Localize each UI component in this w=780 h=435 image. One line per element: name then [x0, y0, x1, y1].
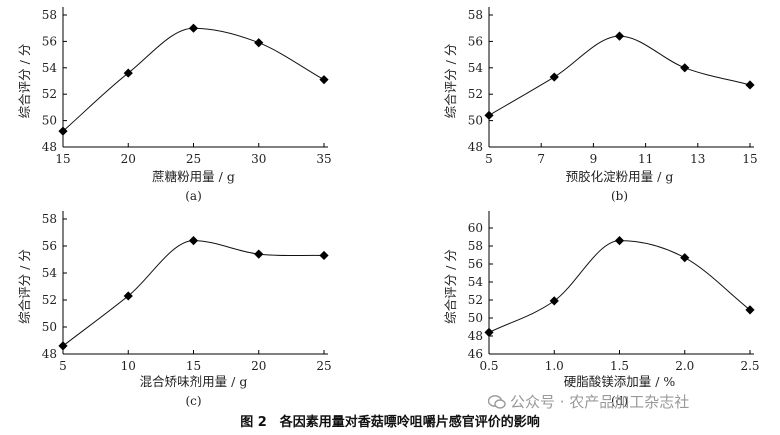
- x-axis-label: 蔗糖粉用量 / g: [152, 169, 235, 184]
- y-tick-label: 48: [468, 329, 483, 343]
- y-tick-label: 54: [42, 266, 58, 280]
- series-line: [62, 27, 325, 132]
- y-tick-label: 60: [468, 221, 483, 235]
- y-tick-label: 54: [468, 275, 484, 289]
- x-tick-label: 35: [316, 152, 331, 166]
- data-point: [614, 31, 625, 41]
- data-point: [254, 38, 264, 48]
- y-tick-label: 48: [42, 140, 57, 154]
- x-tick-label: 13: [690, 152, 705, 166]
- x-tick-label: 15: [55, 152, 70, 166]
- y-tick-label: 52: [42, 293, 57, 307]
- data-point: [188, 23, 199, 33]
- data-point: [58, 341, 68, 351]
- y-tick-label: 56: [468, 34, 483, 48]
- x-axis-label: 预胶化淀粉用量 / g: [566, 169, 674, 184]
- x-tick-label: 1.5: [610, 359, 629, 373]
- y-tick-label: 54: [42, 61, 58, 75]
- x-tick-label: 9: [590, 152, 598, 166]
- data-point: [254, 249, 264, 259]
- chart-panel-d: 46 48 50 52 54 56 58 60 0.5 1.0 1.5 2.0 2.5 硬脂酸镁添加量 /…: [443, 211, 760, 408]
- data-point: [549, 296, 559, 306]
- x-tick-label: 5: [485, 152, 493, 166]
- figure-caption: 图 2 各因素用量对香菇嘌呤咀嚼片感官评价的影响: [240, 415, 540, 430]
- panel-label: (c): [185, 394, 201, 408]
- panel-label: (a): [185, 189, 202, 203]
- y-tick-label: 58: [42, 212, 57, 226]
- x-tick-label: 15: [186, 359, 201, 373]
- x-tick-label: 1.0: [545, 359, 564, 373]
- data-point: [319, 75, 329, 85]
- data-point: [484, 327, 494, 337]
- chart-panel-b: 48 50 52 54 56 58 5 7 9 11 13 15 预胶化淀粉用量 / g 综合评分 / 分…: [443, 7, 758, 203]
- chart-panel-a: 48 50 52 54 56 58 15 20 25 30 35 蔗糖粉用量 / g 综合评分 / 分 (…: [17, 7, 332, 203]
- data-point: [745, 80, 755, 90]
- data-point: [319, 250, 329, 261]
- data-point: [614, 236, 625, 246]
- y-tick-label: 58: [468, 8, 483, 22]
- y-axis-label: 综合评分 / 分: [443, 249, 458, 324]
- y-tick-label: 46: [468, 347, 483, 361]
- data-point: [680, 253, 690, 263]
- data-point: [484, 110, 494, 120]
- x-tick-label: 30: [251, 152, 266, 166]
- y-tick-label: 50: [42, 320, 57, 334]
- data-point: [745, 305, 755, 315]
- chart-panel-c: 48 50 52 54 56 58 5 10 15 20 25 混合矫味剂用量 / g 综合评分 / 分…: [17, 211, 332, 408]
- data-point: [58, 126, 68, 136]
- y-tick-label: 52: [42, 87, 57, 101]
- data-point: [680, 63, 690, 73]
- y-axis-label: 综合评分 / 分: [443, 44, 458, 119]
- series-line: [488, 240, 751, 333]
- y-tick-label: 48: [468, 140, 483, 154]
- x-tick-label: 20: [121, 152, 136, 166]
- y-tick-label: 48: [42, 347, 57, 361]
- y-axis-label: 综合评分 / 分: [17, 249, 32, 324]
- x-tick-label: 25: [186, 152, 201, 166]
- data-point: [123, 68, 133, 78]
- y-tick-label: 50: [468, 114, 483, 128]
- y-tick-label: 58: [468, 239, 483, 253]
- x-tick-label: 10: [121, 359, 136, 373]
- y-axis-label: 综合评分 / 分: [17, 44, 32, 119]
- wechat-icon: [488, 395, 506, 409]
- y-tick-label: 58: [42, 8, 57, 22]
- x-tick-label: 5: [59, 359, 67, 373]
- x-axis-label: 混合矫味剂用量 / g: [140, 374, 248, 389]
- data-point: [123, 291, 133, 301]
- y-tick-label: 56: [42, 239, 57, 253]
- x-tick-label: 15: [742, 152, 757, 166]
- data-point: [188, 236, 199, 246]
- x-tick-label: 11: [638, 152, 653, 166]
- x-tick-label: 20: [251, 359, 266, 373]
- y-tick-label: 50: [42, 114, 57, 128]
- series-line: [62, 240, 325, 347]
- panel-label: (b): [611, 189, 628, 203]
- x-tick-label: 7: [537, 152, 545, 166]
- data-point: [549, 72, 559, 82]
- y-tick-label: 56: [468, 257, 483, 271]
- y-tick-label: 54: [468, 61, 484, 75]
- y-tick-label: 56: [42, 34, 57, 48]
- x-tick-label: 2.5: [740, 359, 759, 373]
- y-tick-label: 52: [468, 293, 483, 307]
- x-tick-label: 2.0: [675, 359, 694, 373]
- panel-label: (d): [611, 394, 628, 408]
- y-tick-label: 50: [468, 311, 483, 325]
- watermark: 公众号 · 农产品加工杂志社: [488, 391, 689, 412]
- watermark-text: 公众号 · 农产品加工杂志社: [510, 393, 690, 411]
- series-line: [488, 35, 751, 116]
- x-axis-label: 硬脂酸镁添加量 / %: [564, 374, 676, 389]
- x-tick-label: 25: [316, 359, 331, 373]
- x-tick-label: 0.5: [479, 359, 498, 373]
- y-tick-label: 52: [468, 87, 483, 101]
